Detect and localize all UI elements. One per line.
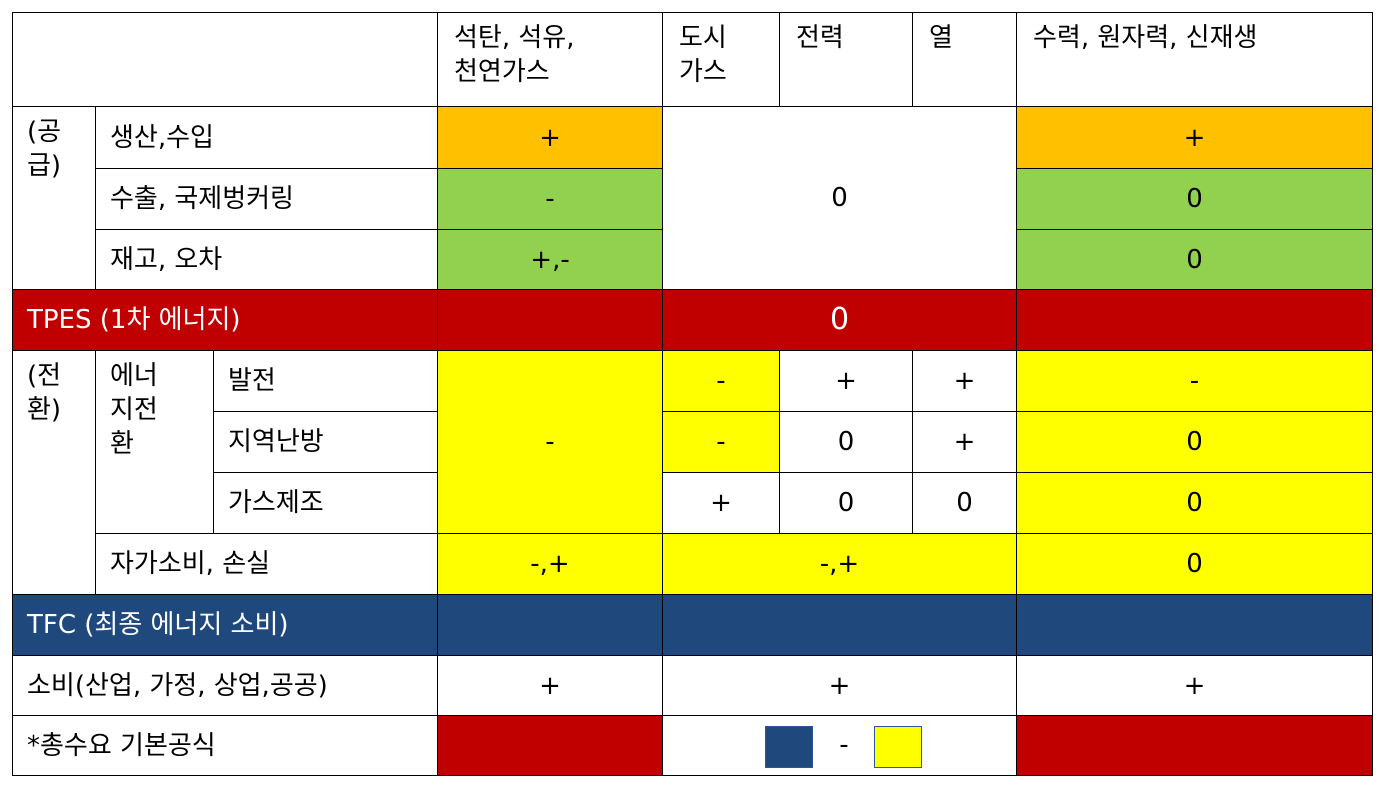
- tpes-fossil-cell: [437, 289, 663, 351]
- generation-renewable-cell: -: [1016, 350, 1373, 412]
- ownuse-renewable-cell: 0: [1016, 533, 1373, 595]
- district-power-cell: 0: [779, 411, 913, 473]
- tfc-label: TFC (최종 에너지 소비): [12, 594, 438, 656]
- row-label-stock-error: 재고, 오차: [95, 229, 438, 290]
- row-label-own-use-losses: 자가소비, 손실: [95, 533, 438, 595]
- generation-heat-cell: +: [912, 350, 1017, 412]
- header-empty-corner: [12, 12, 438, 107]
- gasmfg-city-gas-cell: +: [662, 472, 780, 534]
- supply-group-label: (공 급): [12, 106, 96, 290]
- stock-fossil-cell: +,-: [437, 229, 663, 290]
- ownuse-fossil-cell: -,+: [437, 533, 663, 595]
- export-fossil-cell: -: [437, 168, 663, 230]
- gasmfg-renewable-cell: 0: [1016, 472, 1373, 534]
- formula-fossil-red-cell: [437, 715, 663, 776]
- yellow-swatch: [874, 726, 922, 768]
- formula-middle-cell: -: [662, 715, 1017, 776]
- header-city-gas: 도시 가스: [662, 12, 780, 107]
- transform-group-label: (전 환): [12, 350, 96, 595]
- tfc-fossil-cell: [437, 594, 663, 656]
- row-label-export-bunkering: 수출, 국제벙커링: [95, 168, 438, 230]
- header-power: 전력: [779, 12, 913, 107]
- row-label-generation: 발전: [213, 350, 438, 412]
- ownuse-secondary-energy-cell: -,+: [662, 533, 1017, 595]
- row-label-production-import: 생산,수입: [95, 106, 438, 169]
- tpes-value: 0: [662, 289, 1017, 351]
- header-hydro-nuclear-renewable: 수력, 원자력, 신재생: [1016, 12, 1373, 107]
- row-label-gas-manufacturing: 가스제조: [213, 472, 438, 534]
- generation-power-cell: +: [779, 350, 913, 412]
- energy-transform-label: 에너 지전 환: [95, 350, 214, 534]
- transform-fossil-cell: -: [437, 350, 663, 534]
- header-heat: 열: [912, 12, 1017, 107]
- production-fossil-cell: +: [437, 106, 663, 169]
- export-renewable-cell: 0: [1016, 168, 1373, 230]
- consumption-fossil-cell: +: [437, 655, 663, 716]
- generation-city-gas-cell: -: [662, 350, 780, 412]
- district-heat-cell: +: [912, 411, 1017, 473]
- tpes-label: TPES (1차 에너지): [12, 289, 438, 351]
- tpes-renewable-cell: [1016, 289, 1373, 351]
- district-city-gas-cell: -: [662, 411, 780, 473]
- tfc-navy-swatch: [765, 726, 813, 768]
- formula-renewable-red-cell: [1016, 715, 1373, 776]
- header-coal-oil-gas: 석탄, 석유, 천연가스: [437, 12, 663, 107]
- consumption-renewable-cell: +: [1016, 655, 1373, 716]
- formula-minus-operator: -: [839, 730, 849, 760]
- stock-renewable-cell: 0: [1016, 229, 1373, 290]
- district-renewable-cell: 0: [1016, 411, 1373, 473]
- gasmfg-power-cell: 0: [779, 472, 913, 534]
- gasmfg-heat-cell: 0: [912, 472, 1017, 534]
- tfc-renewable-cell: [1016, 594, 1373, 656]
- consumption-secondary-energy-cell: +: [662, 655, 1017, 716]
- tfc-secondary-energy-cell: [662, 594, 1017, 656]
- row-label-district-heating: 지역난방: [213, 411, 438, 473]
- supply-secondary-energy-cell: 0: [662, 106, 1017, 290]
- production-renewable-cell: +: [1016, 106, 1373, 169]
- consumption-label: 소비(산업, 가정, 상업,공공): [12, 655, 438, 716]
- formula-label: *총수요 기본공식: [12, 715, 438, 776]
